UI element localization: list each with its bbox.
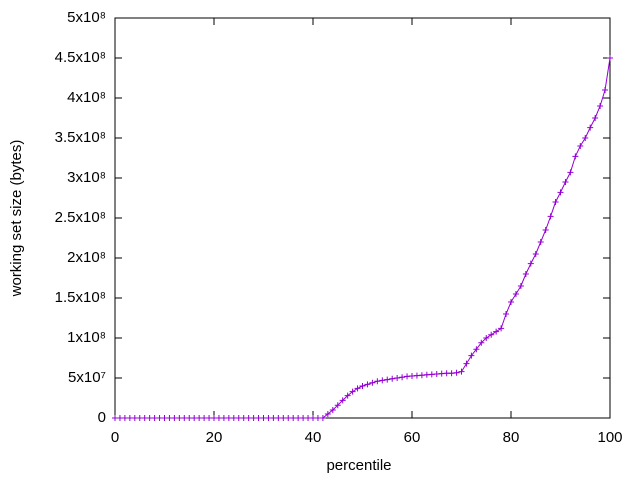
x-tick-label: 40 <box>305 429 322 446</box>
point-marker <box>488 331 495 338</box>
point-marker <box>468 352 475 359</box>
point-marker <box>493 328 500 335</box>
point-marker <box>602 87 609 93</box>
y-tick-label: 4.5x10⁸ <box>55 49 106 66</box>
point-marker <box>597 103 604 109</box>
point-marker <box>344 392 351 399</box>
point-marker <box>374 378 381 385</box>
y-tick-label: 5x10⁷ <box>68 369 106 386</box>
point-marker <box>483 335 490 341</box>
point-marker <box>582 135 589 141</box>
point-marker <box>547 213 554 220</box>
point-marker <box>473 346 480 353</box>
point-marker <box>498 325 505 332</box>
point-marker <box>527 260 534 267</box>
y-tick-label: 5x10⁸ <box>67 9 106 26</box>
point-marker <box>384 376 391 383</box>
x-tick-label: 20 <box>206 429 223 446</box>
x-axis-label: percentile <box>326 457 391 474</box>
point-marker <box>503 311 510 317</box>
point-marker <box>508 299 514 305</box>
y-tick-label: 3x10⁸ <box>67 169 106 186</box>
point-marker <box>324 411 331 417</box>
point-marker <box>512 291 519 297</box>
point-marker <box>399 374 406 381</box>
x-tick-label: 100 <box>597 429 622 446</box>
y-tick-label: 4x10⁸ <box>67 89 106 106</box>
plot-border <box>114 17 611 419</box>
point-marker <box>458 368 465 375</box>
y-tick-label: 1.5x10⁸ <box>55 289 106 306</box>
point-marker <box>517 283 524 289</box>
point-marker <box>463 360 470 367</box>
point-marker <box>389 375 396 382</box>
point-marker <box>394 375 401 381</box>
y-axis-label: working set size (bytes) <box>8 140 25 298</box>
x-tick-label: 60 <box>404 429 421 446</box>
point-marker <box>329 407 336 413</box>
point-marker <box>587 124 594 131</box>
point-marker <box>607 55 613 61</box>
y-tick-label: 2.5x10⁸ <box>55 209 106 226</box>
point-marker <box>319 415 326 421</box>
y-tick-label: 2x10⁸ <box>67 249 106 266</box>
point-marker <box>379 377 386 384</box>
y-tick-label: 1x10⁸ <box>67 329 106 346</box>
point-marker <box>567 169 574 176</box>
point-marker <box>349 388 356 395</box>
y-tick-label: 3.5x10⁸ <box>55 129 106 146</box>
x-tick-label: 0 <box>111 429 119 446</box>
point-marker <box>334 402 341 409</box>
point-marker <box>552 199 559 205</box>
point-marker <box>354 385 361 392</box>
data-line <box>115 57 611 419</box>
point-marker <box>339 397 346 404</box>
point-marker <box>522 271 529 277</box>
point-marker <box>592 115 599 121</box>
point-marker <box>562 179 569 185</box>
point-marker <box>369 379 376 386</box>
point-marker <box>532 251 539 257</box>
point-marker <box>453 369 460 376</box>
point-marker <box>364 381 371 388</box>
y-tick-label: 0 <box>98 409 106 426</box>
x-tick-label: 80 <box>503 429 520 446</box>
point-marker <box>359 383 366 389</box>
point-marker <box>557 189 564 196</box>
point-marker <box>537 239 544 245</box>
point-marker <box>478 339 485 346</box>
point-marker <box>542 227 549 233</box>
point-marker <box>577 143 584 149</box>
point-marker <box>572 153 579 160</box>
